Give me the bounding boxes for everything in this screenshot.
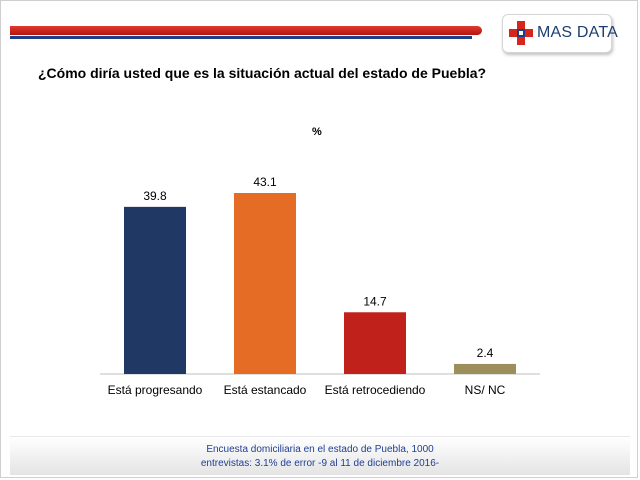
bar [344,312,406,374]
bar-value-label: 14.7 [363,294,387,308]
brand-name: MAS DATA [537,24,619,41]
x-tick-label: Está progresando [108,383,203,397]
footer-line-1: Encuesta domiciliaria en el estado de Pu… [206,444,434,455]
bar [124,206,186,374]
footer-line-2: entrevistas: 3.1% de error -9 al 11 de d… [200,458,440,469]
x-tick-label: Está estancado [224,383,307,397]
unit-label: % [312,126,322,138]
x-tick-label: NS/ NC [465,383,506,397]
chart-question-title: ¿Cómo diría usted que es la situación ac… [38,65,487,81]
x-tick-label: Está retrocediendo [325,383,426,397]
header-blue-stripe [10,36,472,39]
footer-source: Encuesta domiciliaria en el estado de Pu… [10,436,630,475]
bar-value-label: 2.4 [477,346,494,360]
bar [454,363,516,374]
header-red-stripe [10,26,482,35]
header-bar [10,26,482,40]
bar [234,193,296,374]
cross-icon [509,21,533,45]
brand-logo: MAS DATA [502,14,618,53]
bar-value-label: 43.1 [253,175,277,189]
bar-value-label: 39.8 [143,189,167,203]
